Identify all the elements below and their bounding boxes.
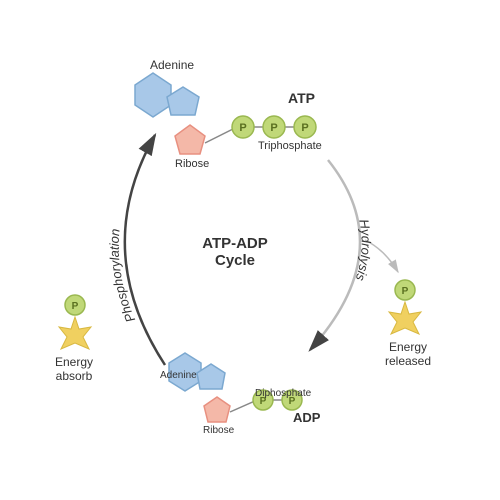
hydrolysis-label: Hydrolysis bbox=[353, 218, 374, 283]
svg-text:Phosphorylation: Phosphorylation bbox=[107, 228, 138, 325]
svg-text:P: P bbox=[72, 301, 79, 312]
atp-adenine-label: Adenine bbox=[150, 58, 194, 72]
phosphorylation-label: Phosphorylation bbox=[107, 228, 138, 325]
cycle-title: ATP-ADPCycle bbox=[195, 235, 275, 269]
ribose-pentagon-adp bbox=[204, 397, 230, 422]
energy-absorb-group: P bbox=[59, 295, 91, 349]
atp-label: ATP bbox=[288, 90, 315, 106]
svg-text:P: P bbox=[402, 286, 409, 297]
adenine-hexagon bbox=[135, 73, 171, 117]
svg-text:P: P bbox=[301, 122, 308, 134]
energy-released-label: Energy released bbox=[385, 340, 431, 368]
adp-ribose-label: Ribose bbox=[203, 425, 234, 436]
adenine-pentagon bbox=[167, 87, 199, 115]
adp-diphosphate-label: Diphosphate bbox=[255, 388, 311, 399]
svg-text:P: P bbox=[270, 122, 277, 134]
atp-triphosphate-label: Triphosphate bbox=[258, 140, 322, 152]
phosphorylation-arrow bbox=[125, 135, 165, 365]
energy-star-released bbox=[389, 302, 421, 334]
energy-star-absorb bbox=[59, 317, 91, 349]
svg-text:P: P bbox=[239, 122, 246, 134]
atp-ribose-label: Ribose bbox=[175, 158, 209, 170]
energy-released-group: P bbox=[389, 280, 421, 334]
adp-adenine-label: Adenine bbox=[160, 370, 197, 381]
adp-label: ADP bbox=[293, 410, 320, 425]
energy-absorb-label: Energy absorb bbox=[55, 355, 93, 383]
ribose-pentagon bbox=[175, 125, 205, 154]
svg-text:Hydrolysis: Hydrolysis bbox=[353, 218, 374, 283]
hydrolysis-arrow bbox=[310, 160, 360, 350]
